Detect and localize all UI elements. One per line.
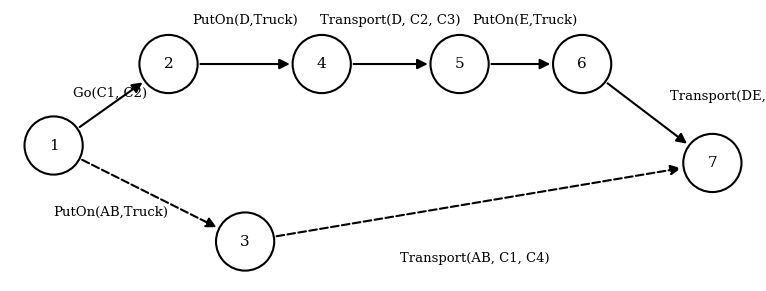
Text: 4: 4: [317, 57, 326, 71]
Ellipse shape: [216, 212, 274, 271]
Text: 3: 3: [241, 235, 250, 249]
Text: 5: 5: [455, 57, 464, 71]
Text: PutOn(D,Truck): PutOn(D,Truck): [192, 14, 298, 27]
Text: Transport(DE, C3, C4): Transport(DE, C3, C4): [670, 90, 766, 102]
Text: 6: 6: [578, 57, 587, 71]
Text: 7: 7: [708, 156, 717, 170]
Text: PutOn(E,Truck): PutOn(E,Truck): [472, 14, 578, 27]
Text: Transport(D, C2, C3): Transport(D, C2, C3): [320, 14, 461, 27]
Ellipse shape: [25, 116, 83, 175]
Text: 1: 1: [49, 139, 58, 152]
Ellipse shape: [553, 35, 611, 93]
Text: Go(C1, C2): Go(C1, C2): [73, 87, 147, 100]
Text: 2: 2: [164, 57, 173, 71]
Ellipse shape: [430, 35, 489, 93]
Text: PutOn(AB,Truck): PutOn(AB,Truck): [54, 206, 169, 219]
Ellipse shape: [293, 35, 351, 93]
Text: Transport(AB, C1, C4): Transport(AB, C1, C4): [400, 253, 550, 265]
Ellipse shape: [683, 134, 741, 192]
Ellipse shape: [139, 35, 198, 93]
